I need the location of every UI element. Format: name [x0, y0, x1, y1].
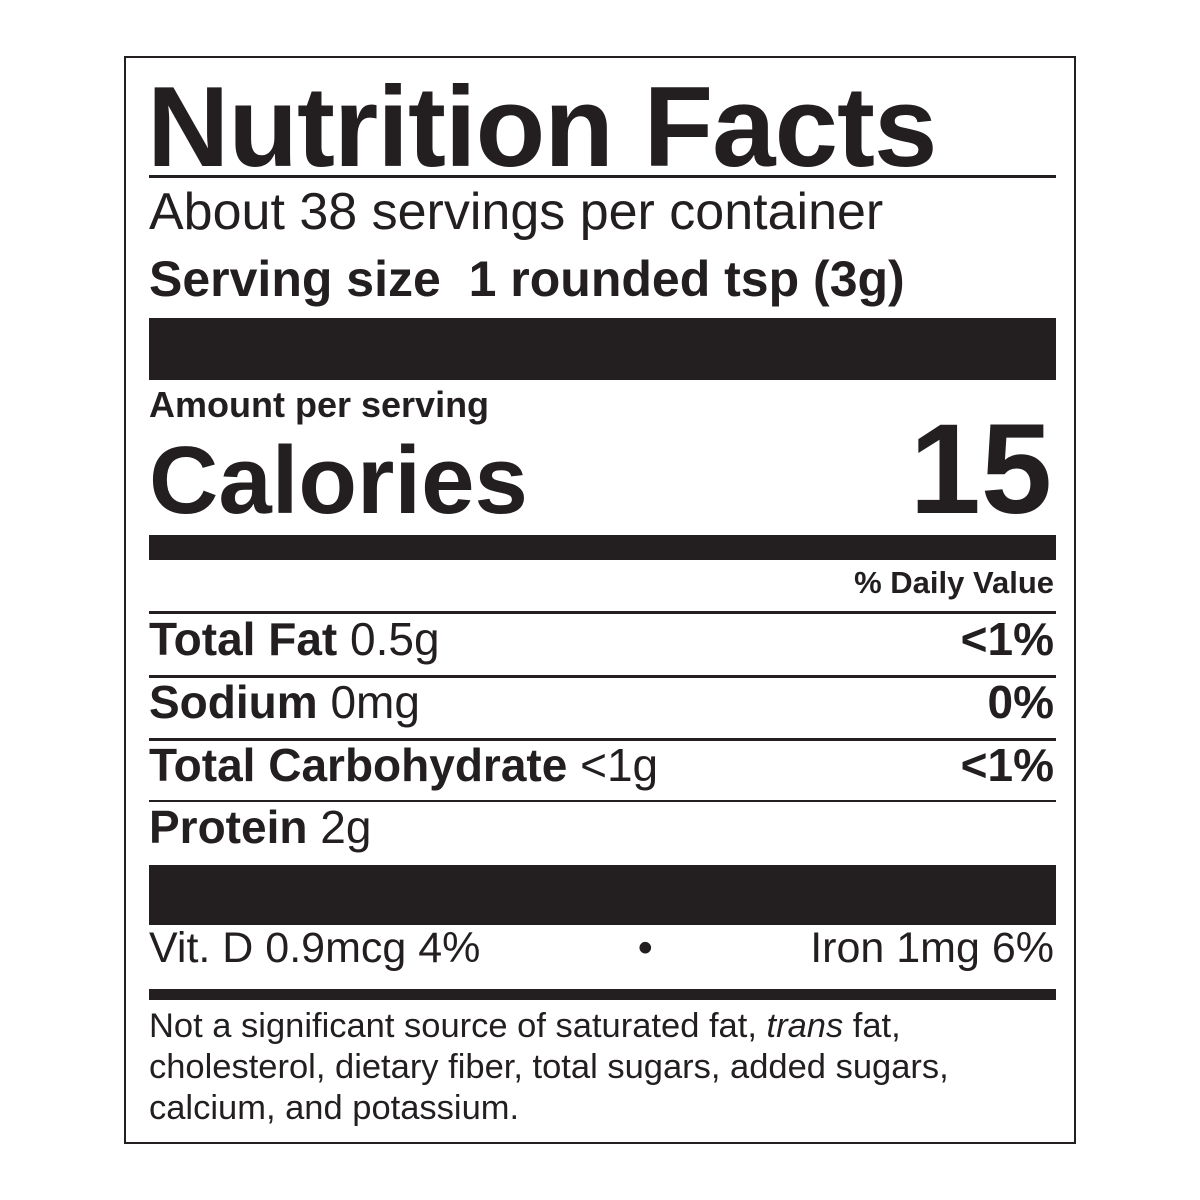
nutrient-amount: 0mg: [330, 676, 420, 728]
nutrient-name: Total Carbohydrate: [149, 739, 568, 791]
calories-label: Calories: [149, 427, 528, 534]
nutrient-amount: <1g: [580, 739, 659, 791]
separator-dot: •: [637, 924, 653, 972]
divider: [149, 175, 1056, 178]
nutrient-row-total-fat: Total Fat 0.5g <1%: [149, 612, 1054, 666]
thick-divider: [149, 865, 1056, 925]
nutrient-dv: <1%: [960, 613, 1054, 665]
nutrient-row-total-carbohydrate: Total Carbohydrate <1g <1%: [149, 738, 1054, 792]
nutrient-amount: 0.5g: [350, 613, 440, 665]
footnote: Not a significant source of saturated fa…: [149, 1006, 1059, 1129]
divider: [149, 675, 1056, 678]
nutrient-name: Sodium: [149, 676, 318, 728]
divider: [149, 800, 1056, 802]
nutrient-row-protein: Protein 2g: [149, 800, 1054, 854]
divider: [149, 989, 1056, 1000]
amount-per-serving: Amount per serving: [149, 384, 490, 425]
footnote-text: Not a significant source of saturated fa…: [149, 1007, 767, 1045]
vitamin-d: Vit. D 0.9mcg 4%: [149, 924, 481, 972]
iron: Iron 1mg 6%: [810, 924, 1054, 972]
calories-value: 15: [909, 398, 1052, 541]
nutrition-label-border: [124, 56, 1076, 1144]
thick-divider: [149, 318, 1056, 380]
nutrient-dv: <1%: [960, 739, 1054, 791]
nutrient-dv: 0%: [987, 676, 1054, 728]
nutrient-name: Protein: [149, 801, 308, 853]
vitamins-row: Vit. D 0.9mcg 4% • Iron 1mg 6%: [149, 924, 1054, 973]
servings-per-container: About 38 servings per container: [149, 183, 884, 241]
nutrient-amount: 2g: [320, 801, 372, 853]
footnote-italic: trans: [766, 1007, 844, 1045]
serving-size-label: Serving size: [149, 251, 441, 307]
footnote-text: fat, cholesterol, dietary fiber, total s…: [149, 1007, 949, 1127]
nutrient-row-sodium: Sodium 0mg 0%: [149, 675, 1054, 729]
divider: [149, 738, 1056, 741]
divider: [149, 611, 1056, 614]
medium-divider: [149, 535, 1056, 560]
label-title: Nutrition Facts: [147, 64, 937, 191]
nutrient-name: Total Fat: [149, 613, 338, 665]
daily-value-header: % Daily Value: [854, 565, 1054, 600]
serving-size-value: 1 rounded tsp (3g): [468, 251, 905, 307]
serving-size: Serving size 1 rounded tsp (3g): [149, 250, 905, 308]
